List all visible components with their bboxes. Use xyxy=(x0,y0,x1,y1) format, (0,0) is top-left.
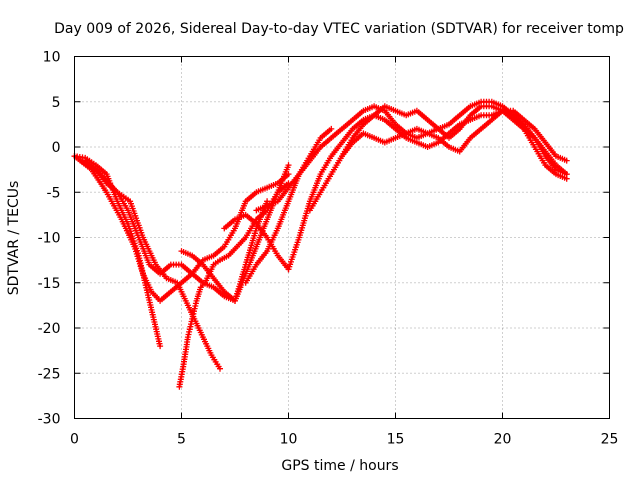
series-layer xyxy=(71,98,570,390)
y-tick-label: -20 xyxy=(38,321,61,337)
y-tick-label: -5 xyxy=(47,185,61,201)
series-track-4 xyxy=(82,157,223,372)
axis-ticks: 0 5 10 15 20 25 -30 -25 -20 -15 -10 -5 0 5 10 xyxy=(38,50,619,448)
y-tick-label: 5 xyxy=(52,95,61,111)
chart-title: Day 009 of 2026, Sidereal Day-to-day VTE… xyxy=(54,21,624,37)
series-track-7 xyxy=(221,211,292,273)
series-track-3 xyxy=(71,153,292,304)
series-track-6 xyxy=(178,162,292,304)
data-point xyxy=(563,157,570,164)
x-tick-label: 25 xyxy=(601,432,619,448)
data-point xyxy=(328,125,335,132)
grid xyxy=(74,56,610,419)
data-point xyxy=(563,171,570,178)
series-trace xyxy=(178,182,290,388)
data-point xyxy=(285,162,292,169)
x-tick-label: 5 xyxy=(177,432,186,448)
x-tick-label: 10 xyxy=(280,432,298,448)
x-tick-label: 20 xyxy=(494,432,512,448)
data-point xyxy=(217,365,223,372)
series-track-12 xyxy=(339,103,570,178)
x-tick-label: 15 xyxy=(387,432,405,448)
series-track-5 xyxy=(176,180,292,390)
series-track-11 xyxy=(306,107,570,214)
y-axis-label: SDTVAR / TECUs xyxy=(6,181,22,296)
x-tick-label: 0 xyxy=(70,432,79,448)
y-tick-label: -15 xyxy=(38,276,61,292)
y-tick-label: -10 xyxy=(38,231,61,247)
y-tick-label: 0 xyxy=(52,140,61,156)
plot-frame xyxy=(74,56,610,419)
y-tick-label: -25 xyxy=(38,366,61,382)
y-tick-label: -30 xyxy=(38,412,61,428)
y-tick-label: 10 xyxy=(43,50,61,66)
x-axis-label: GPS time / hours xyxy=(281,458,398,474)
data-point xyxy=(157,343,164,350)
